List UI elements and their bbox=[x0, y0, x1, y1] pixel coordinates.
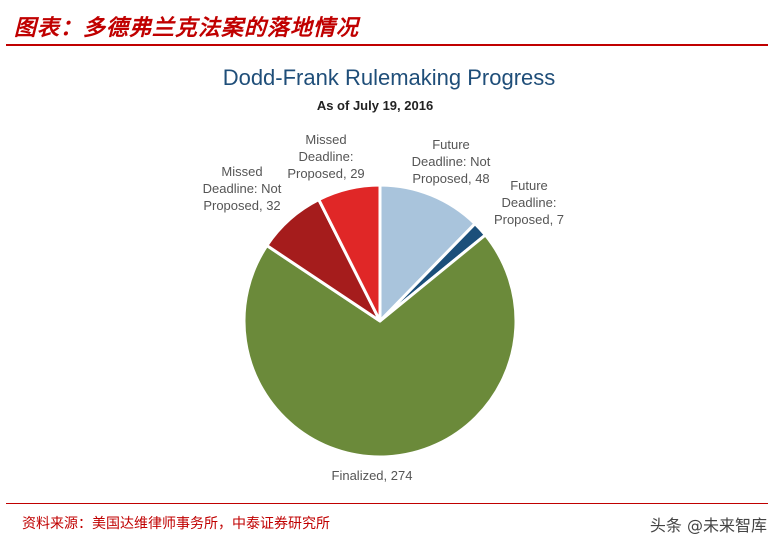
pie-slice bbox=[317, 183, 382, 323]
slice-label: Finalized, 274 bbox=[332, 468, 413, 483]
pie-slice bbox=[242, 233, 518, 459]
footer-divider bbox=[6, 503, 768, 504]
pie-slice bbox=[378, 183, 477, 323]
chart-title: Dodd-Frank Rulemaking Progress bbox=[223, 65, 556, 90]
slice-label: Future Deadline: Proposed, 7 bbox=[494, 178, 564, 227]
header-divider bbox=[6, 44, 768, 46]
pie-chart: Dodd-Frank Rulemaking Progress As of Jul… bbox=[203, 65, 564, 483]
pie-slices bbox=[242, 183, 518, 459]
source-note: 资料来源：美国达维律师事务所，中泰证券研究所 bbox=[22, 516, 330, 532]
slice-labels: Future Deadline: Not Proposed, 48 Future Dea… bbox=[203, 132, 564, 483]
page-title: 图表：多德弗兰克法案的落地情况 bbox=[14, 15, 360, 41]
slice-label: Future Deadline: Not Proposed, 48 bbox=[412, 137, 491, 186]
slice-label: Missed Deadline: Not Proposed, 32 bbox=[203, 164, 282, 213]
watermark: 头条 @未来智库 bbox=[649, 516, 767, 535]
chart-subtitle: As of July 19, 2016 bbox=[317, 98, 433, 113]
slice-label: Missed Deadline: Proposed, 29 bbox=[287, 132, 364, 181]
